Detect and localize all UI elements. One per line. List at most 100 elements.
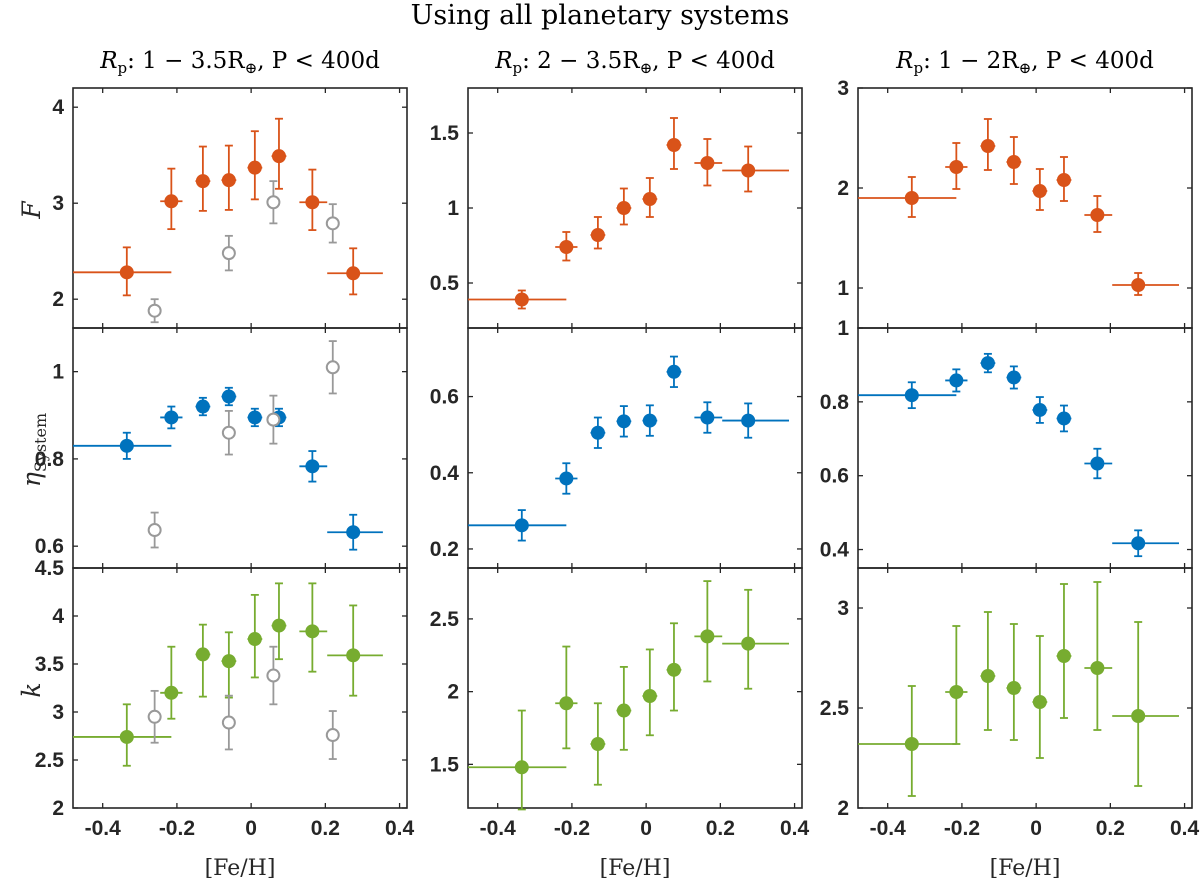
data-point <box>147 511 162 549</box>
marker-filled <box>700 629 715 644</box>
data-point <box>160 645 183 720</box>
y-tick-label: 1 <box>447 197 459 220</box>
data-point <box>666 355 682 388</box>
marker-filled <box>305 195 320 210</box>
data-point <box>266 180 281 225</box>
marker-filled <box>741 163 756 178</box>
marker-filled <box>904 191 919 205</box>
marker-filled <box>949 373 964 388</box>
marker-filled <box>164 410 179 425</box>
marker-filled <box>346 648 361 663</box>
title-earth-subscript: ⊕ <box>640 59 653 77</box>
y-tick-label: 0.6 <box>820 465 849 488</box>
series-comparison <box>147 340 340 549</box>
marker-filled <box>247 160 262 175</box>
data-point <box>327 513 383 551</box>
marker-open <box>221 246 236 261</box>
data-point <box>980 611 996 731</box>
series-eta <box>468 355 790 542</box>
panel-eta-col1: 0.6 0.8 1 <box>35 327 408 569</box>
marker-filled <box>1090 456 1105 471</box>
y-tick-label: 3 <box>837 77 849 100</box>
x-tick-label: -0.2 <box>554 817 590 840</box>
y-tick-label: 0.8 <box>820 391 850 414</box>
panel-title: Rp: 1 − 2R⊕, P < 400d <box>895 48 1154 77</box>
data-point <box>1006 623 1022 741</box>
x-tick-label: -0.4 <box>480 817 517 840</box>
marker-filled <box>1006 370 1021 385</box>
x-tick-label: 0 <box>1030 817 1042 840</box>
panel-column-1: Rp: 1 − 3.5R⊕, P < 400d 2 3 4 0.6 0.8 1 2 2.5 3 3.… <box>35 48 415 840</box>
panel-k-col2: 1.5 2 2.5 -0.4 -0.2 0 0.2 0.4 <box>430 567 809 840</box>
data-point <box>694 138 723 187</box>
data-point <box>555 231 578 262</box>
data-point <box>616 187 632 226</box>
marker-filled <box>221 389 236 404</box>
data-point <box>221 144 237 211</box>
series-eta <box>858 352 1180 558</box>
data-point <box>555 645 578 750</box>
data-point <box>195 396 211 417</box>
marker-filled <box>119 265 134 280</box>
marker-filled <box>1006 681 1021 695</box>
y-tick-label: 4 <box>52 605 64 628</box>
data-point <box>694 580 723 683</box>
marker-filled <box>514 518 529 533</box>
y-tick-label: 4.5 <box>35 557 65 580</box>
marker-filled <box>904 737 919 751</box>
y-tick-label: 2 <box>837 177 849 200</box>
data-point <box>299 168 328 231</box>
marker-filled <box>590 737 605 751</box>
marker-filled <box>271 149 286 164</box>
data-point <box>1056 404 1072 433</box>
axes-frame <box>857 87 1193 329</box>
y-tick-label: 3 <box>52 192 64 215</box>
marker-filled <box>616 703 631 718</box>
marker-filled <box>195 399 210 414</box>
data-point <box>325 340 340 395</box>
title-range: : 1 − 2R <box>923 48 1019 74</box>
marker-filled <box>221 654 236 669</box>
y-tick-label: 0.4 <box>430 462 460 485</box>
x-tick-label: 0.4 <box>385 817 415 840</box>
marker-filled <box>642 413 657 428</box>
series-k <box>73 582 383 767</box>
y-tick-label: 0.6 <box>430 386 459 409</box>
data-point <box>247 130 263 201</box>
series-eta <box>73 386 383 551</box>
series-F <box>468 117 790 310</box>
axes-frame <box>857 567 1193 809</box>
marker-filled <box>700 156 715 170</box>
marker-filled <box>741 636 756 651</box>
y-tick-label: 0.5 <box>430 272 460 295</box>
data-point <box>247 407 263 428</box>
x-tick-label: 0 <box>245 817 257 840</box>
y-tick-label: 1 <box>52 361 64 384</box>
data-point <box>945 368 968 393</box>
marker-filled <box>1056 411 1071 426</box>
marker-filled <box>616 414 631 429</box>
y-tick-label: 2 <box>52 288 64 311</box>
data-point <box>468 509 567 542</box>
panel-column-2: Rp: 2 − 3.5R⊕, P < 400d 0.5 1 1.5 0.2 0.4 0.6 1… <box>430 48 810 840</box>
x-tick-label: 0.4 <box>1170 817 1200 840</box>
data-point <box>271 582 287 661</box>
data-point <box>1112 621 1180 787</box>
data-point <box>1056 583 1072 719</box>
marker-filled <box>559 240 574 254</box>
data-point <box>271 117 287 190</box>
data-point <box>858 685 957 797</box>
series-F <box>73 117 383 297</box>
x-tick-label: -0.2 <box>159 817 195 840</box>
data-point <box>1032 396 1048 424</box>
data-point <box>1084 195 1113 233</box>
data-point <box>195 623 211 698</box>
title-period: , P < 400d <box>257 48 380 74</box>
panel-column-3: Rp: 1 − 2R⊕, P < 400d 1 2 3 0.4 0.6 0.8 1 2 2.5 3 -… <box>820 48 1200 840</box>
title-period: , P < 400d <box>652 48 775 74</box>
series-F <box>858 118 1180 296</box>
x-axis-label-col1: [Fe/H] <box>205 856 276 881</box>
data-point <box>1084 581 1113 731</box>
data-point <box>1006 136 1022 185</box>
